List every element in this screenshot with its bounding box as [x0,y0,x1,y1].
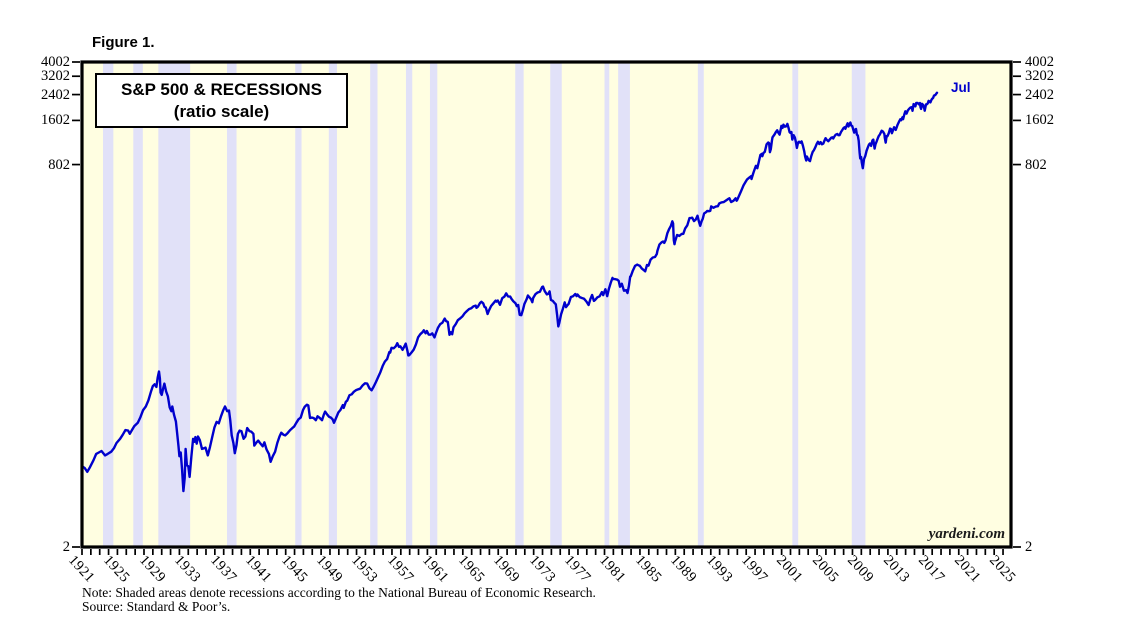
y-axis-tick-label-left: 4002 [41,54,70,70]
footnote-source: Source: Standard & Poor’s. [82,599,231,615]
series-end-label: Jul [951,80,971,95]
y-axis-tick-label-right: 802 [1025,156,1047,173]
recession-band [405,62,413,547]
recession-band [851,62,866,547]
chart-subtitle: (ratio scale) [173,101,270,121]
chart-title: S&P 500 & RECESSIONS [121,80,322,100]
recession-band [133,62,143,547]
plot-background [82,62,1011,547]
footnote-note: Note: Shaded areas denote recessions acc… [82,585,596,600]
recession-band [618,62,630,547]
recession-band [226,62,237,547]
recession-band [370,62,378,547]
y-axis-tick-label-left: 802 [48,156,70,173]
y-axis-tick-label-right: 2402 [1025,86,1054,103]
recession-band [328,62,337,547]
recession-band [429,62,438,547]
recession-band [604,62,610,547]
chart-legend: S&P 500 & RECESSIONS (ratio scale) [95,73,348,128]
recession-band [697,62,704,547]
y-axis-tick-label-left: 1602 [41,112,70,129]
watermark: yardeni.com [928,526,1005,542]
y-axis-tick-label-left: 3202 [41,68,70,85]
y-axis-tick-label-left: 2402 [41,86,70,103]
plot-frame [80,60,1013,549]
y-axis-tick-label-right: 3202 [1025,68,1054,85]
y-axis-tick-label-right: 4002 [1025,54,1054,70]
y-axis-tick-label-left: 2 [62,539,70,555]
y-axis-tick-label-right: 1602 [1025,112,1054,129]
recession-band [295,62,302,547]
recession-band [515,62,524,547]
recession-band [792,62,799,547]
figure-label: Figure 1. [92,34,155,51]
recession-band [102,62,114,547]
footnote: Note: Shaded areas denote recessions acc… [82,585,596,615]
sp500-series-line [80,91,939,493]
y-axis-tick-label-right: 2 [1025,539,1033,555]
